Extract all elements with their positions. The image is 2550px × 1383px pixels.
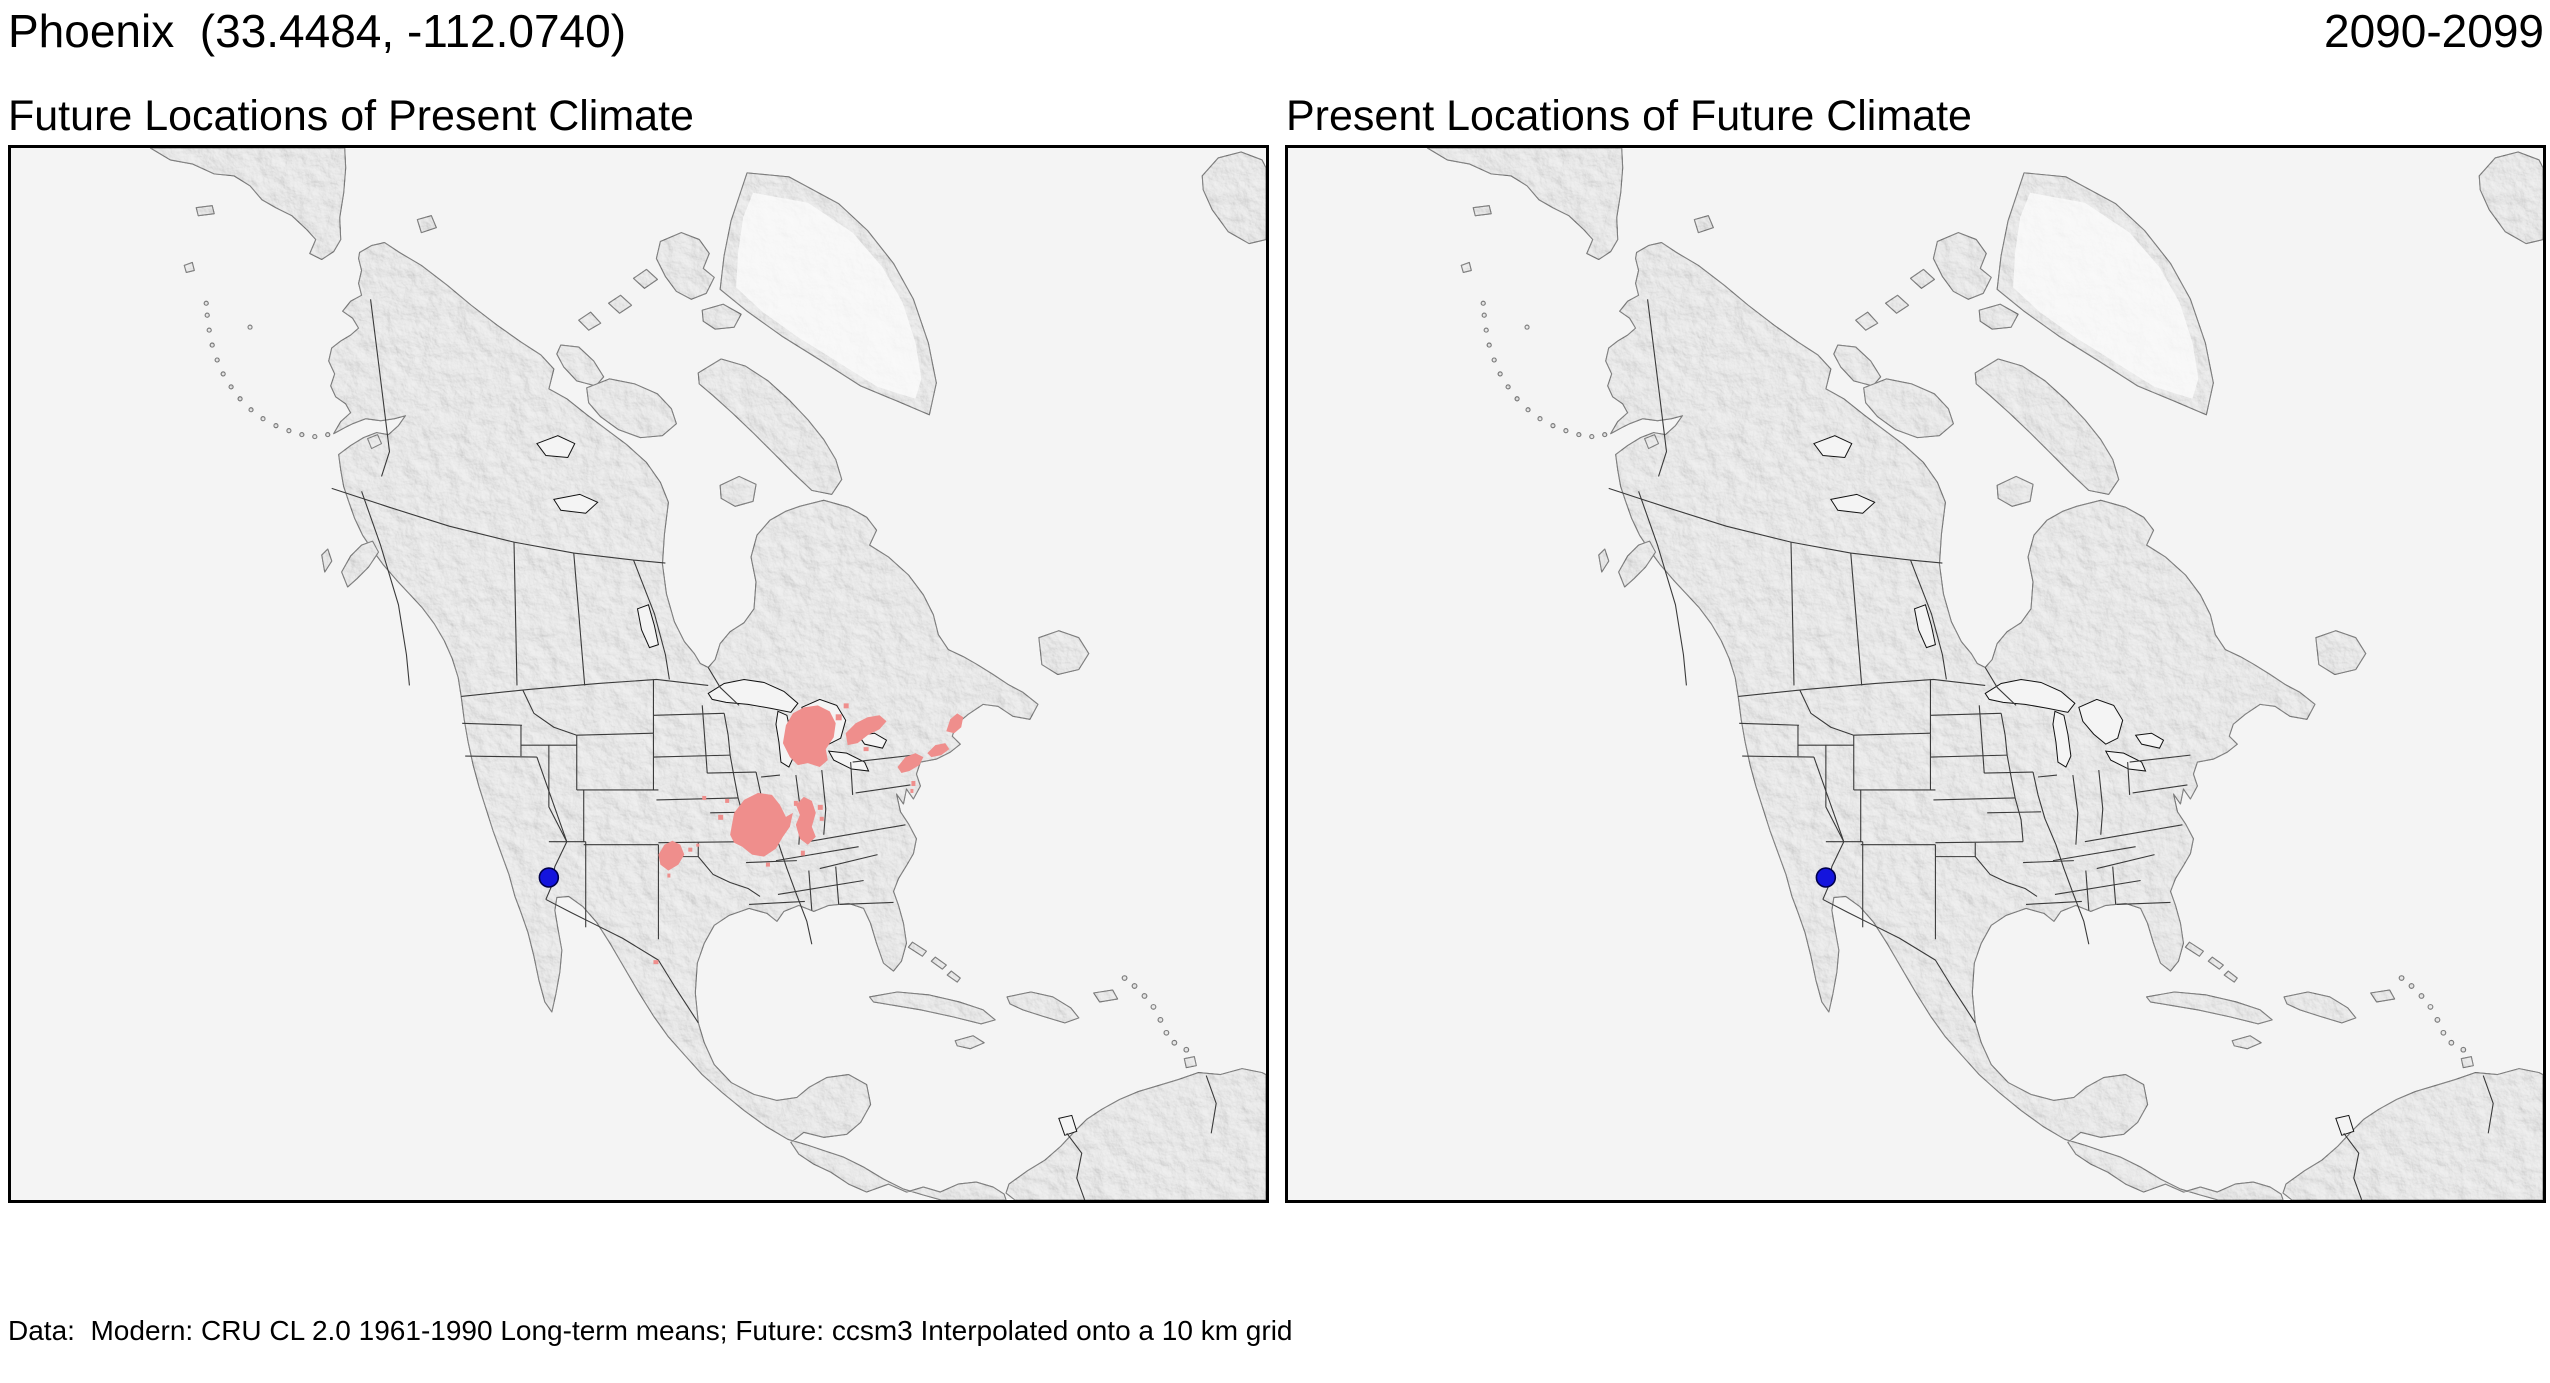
page-title: Phoenix (33.4484, -112.0740) (8, 5, 627, 57)
map-title-right: Present Locations of Future Climate (1286, 92, 1972, 140)
map-title-left: Future Locations of Present Climate (8, 92, 694, 140)
caption-data-line: Data: Modern: CRU CL 2.0 1961-1990 Long-… (8, 1315, 1293, 1346)
map-panel-right (1285, 145, 2546, 1203)
city-marker-phoenix (1815, 867, 1837, 888)
map-panel-left (8, 145, 1269, 1203)
city-marker-phoenix (538, 867, 560, 888)
figure-caption: Data: Modern: CRU CL 2.0 1961-1990 Long-… (8, 1216, 2025, 1383)
basemap (11, 148, 1266, 1200)
north-america-map-left (11, 148, 1266, 1200)
basemap (1288, 148, 2543, 1200)
north-america-map-right (1288, 148, 2543, 1200)
period-label: 2090-2099 (2324, 5, 2544, 57)
